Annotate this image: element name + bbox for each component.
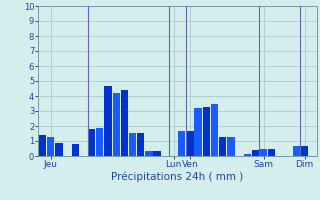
Bar	[72, 144, 79, 156]
Bar	[154, 151, 161, 156]
Bar	[145, 151, 153, 156]
Bar	[227, 137, 235, 156]
Bar	[219, 137, 226, 156]
Bar	[186, 131, 194, 156]
Bar	[88, 129, 95, 156]
Bar	[137, 133, 144, 156]
Bar	[113, 93, 120, 156]
X-axis label: Précipitations 24h ( mm ): Précipitations 24h ( mm )	[111, 172, 244, 182]
Bar	[244, 154, 251, 156]
Bar	[252, 150, 259, 156]
Bar	[104, 86, 112, 156]
Bar	[47, 137, 54, 156]
Bar	[211, 104, 218, 156]
Bar	[301, 146, 308, 156]
Bar	[194, 108, 202, 156]
Bar	[55, 142, 62, 156]
Bar	[260, 149, 267, 156]
Bar	[293, 146, 300, 156]
Bar	[129, 133, 136, 156]
Bar	[178, 130, 185, 156]
Bar	[203, 107, 210, 156]
Bar	[121, 90, 128, 156]
Bar	[96, 128, 103, 156]
Bar	[268, 148, 276, 156]
Bar	[39, 135, 46, 156]
